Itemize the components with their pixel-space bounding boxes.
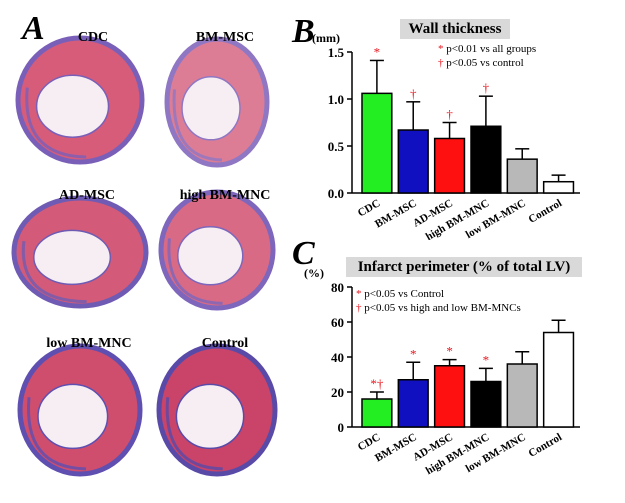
significance-marker: † [410, 86, 417, 101]
x-tick-label: BM-MSC [373, 431, 419, 464]
bar [361, 398, 393, 428]
y-tick-label: 0 [338, 420, 345, 435]
panel-letter: C [292, 240, 315, 272]
y-axis-unit: (%) [304, 266, 324, 280]
heart-section [164, 36, 270, 168]
heart-section-label: Control [201, 336, 249, 351]
bar [470, 125, 502, 194]
bar [433, 365, 466, 428]
heart-lumen [175, 383, 245, 450]
heart-section [11, 195, 149, 309]
significance-marker: * [483, 352, 490, 367]
infarct-perimeter-chart: C Infarct perimeter (% of total LV) (%) 0 20… [292, 240, 582, 477]
bar [361, 92, 393, 194]
bar [397, 379, 429, 428]
heart-section-label: AD-MSC [59, 188, 115, 203]
heart-sections [11, 35, 278, 477]
heart-section [15, 35, 145, 165]
bar [433, 137, 466, 194]
legend-text: p<0.05 vs Control [364, 288, 444, 300]
y-tick-label: 0.5 [328, 139, 345, 154]
heart-section-label: CDC [77, 30, 109, 45]
legend-symbol: * [356, 288, 364, 300]
bar [506, 363, 538, 428]
significance-marker: * [374, 44, 381, 59]
legend-symbol: * [438, 43, 446, 55]
y-tick-label: 20 [331, 385, 344, 400]
legend-text: p<0.05 vs high and low BM-MNCs [364, 302, 521, 314]
legend-symbol: † [356, 302, 364, 314]
bar [506, 158, 538, 194]
x-tick-label: Control [526, 197, 564, 226]
bar [542, 180, 575, 194]
wall-thickness-chart: B Wall thickness(mm)0.00.51.01.5 *CDC†BM-M… [291, 13, 580, 240]
y-tick-label: 1.5 [328, 45, 345, 60]
heart-section [17, 343, 143, 477]
significance-marker: * [446, 344, 453, 359]
y-tick-label: 0.0 [328, 186, 344, 201]
bar [397, 129, 429, 194]
infarct-wall [167, 238, 223, 305]
panel-a-letter: A [22, 10, 45, 47]
heart-section-label: BM-MSC [195, 30, 255, 45]
heart-lumen [35, 74, 110, 138]
legend-text: p<0.05 vs control [446, 57, 523, 69]
y-tick-label: 40 [331, 350, 344, 365]
y-tick-label: 60 [331, 315, 344, 330]
significance-marker: *† [370, 376, 384, 391]
significance-marker: * [410, 346, 417, 361]
infarct-wall [165, 397, 223, 471]
heart-section [158, 189, 276, 311]
legend-entry: * p<0.05 vs Control [356, 288, 444, 300]
significance-marker: † [446, 107, 453, 122]
infarct-wall [172, 89, 223, 162]
legend-entry: * p<0.01 vs all groups [438, 43, 536, 55]
infarct-wall [26, 397, 87, 471]
title-background [346, 257, 582, 277]
legend-entry: † p<0.05 vs high and low BM-MNCs [356, 302, 521, 314]
y-tick-label: 1.0 [328, 92, 344, 107]
bar [542, 331, 575, 428]
y-tick-label: 80 [331, 280, 344, 295]
chart-title: Infarct perimeter (% of total LV) [358, 259, 571, 275]
significance-marker: † [483, 80, 490, 95]
x-tick-label: Control [526, 431, 564, 460]
heart-lumen [37, 383, 109, 450]
bar [470, 380, 502, 428]
heart-section [156, 343, 278, 477]
legend-symbol: † [438, 57, 446, 69]
heart-lumen [177, 226, 244, 286]
infarct-wall [21, 241, 87, 304]
panel-letter: B [291, 13, 315, 50]
chart-title: Wall thickness [409, 21, 502, 37]
y-axis-unit: (mm) [312, 31, 340, 45]
panel-a-histology: A CDC BM-MSC AD-MSC high BM-MNC low BM-MNC Co… [0, 0, 290, 503]
infarct-wall [25, 87, 87, 159]
heart-lumen [33, 229, 112, 286]
x-tick-label: BM-MSC [373, 197, 419, 230]
title-background [400, 19, 510, 39]
heart-lumen [181, 76, 241, 141]
legend-text: p<0.01 vs all groups [446, 43, 536, 55]
heart-section-label: high BM-MNC [179, 188, 271, 203]
heart-section-label: low BM-MNC [46, 336, 132, 351]
legend-entry: † p<0.05 vs control [438, 57, 524, 69]
